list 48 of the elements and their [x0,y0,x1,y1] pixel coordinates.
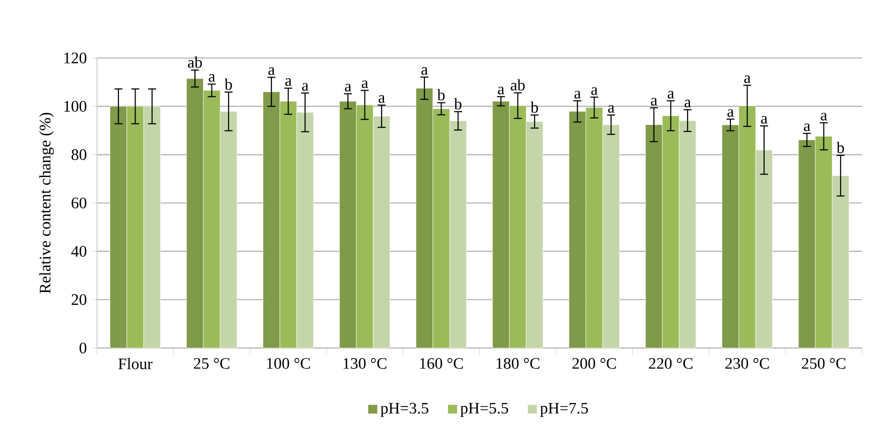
x-tick-label: Flour [118,358,152,370]
x-tick-label: 250 °C [802,358,846,369]
annotation: b [454,98,462,110]
y-tick-label: 20 [72,294,86,306]
annotation: a [804,123,810,132]
annotation: a [650,98,658,106]
annotation: b [836,142,844,154]
annotation: b [530,101,538,113]
annotation: a [761,116,768,124]
annotation: a [727,109,734,117]
annotation: a [421,67,428,75]
annotation: a [268,67,275,76]
y-tick-label: 40 [71,246,86,257]
annotation: a [820,112,828,120]
annotation: a [208,74,216,82]
annotation: ab [188,56,202,68]
y-tick-label: 100 [64,100,86,112]
annotation: a [684,100,691,108]
x-tick-label: 100 °C [267,358,310,369]
y-tick-label: 60 [72,198,86,208]
x-tick-label: 230 °C [725,358,769,369]
annotation: a [344,84,352,92]
annotation: a [285,78,292,86]
y-tick-label: 80 [72,149,86,160]
legend-label: pH=7.5 [540,402,588,417]
x-tick-label: 160 °C [420,358,463,369]
y-axis-title: Relative content change (%) [39,112,54,294]
x-tick-label: 200 °C [572,358,616,369]
annotation: ab [510,79,525,91]
annotation: a [668,90,674,98]
x-tick-label: 25 °C [194,358,230,369]
x-tick-label: 220 °C [648,358,692,369]
y-tick-label: 120 [64,52,86,64]
x-tick-label: 180 °C [496,358,540,369]
annotation: a [378,95,385,103]
annotation: a [591,87,598,95]
annotation: a [608,105,614,113]
x-tick-label: 130 °C [344,358,386,369]
annotation: b [437,89,445,100]
legend-label: pH=3.5 [380,402,428,417]
legend-label: pH=5.5 [460,402,508,417]
annotation: a [362,80,368,88]
annotation: a [302,83,308,91]
annotation: b [224,78,232,90]
y-tick-label: 0 [80,342,86,354]
annotation: a [498,86,504,94]
annotation: a [744,75,751,84]
annotation: a [574,90,581,98]
